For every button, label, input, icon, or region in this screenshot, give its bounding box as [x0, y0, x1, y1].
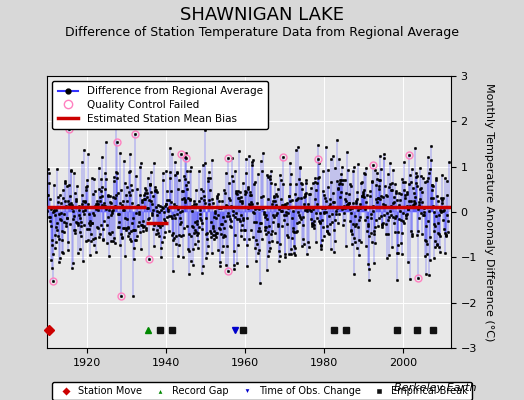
Legend: Station Move, Record Gap, Time of Obs. Change, Empirical Break: Station Move, Record Gap, Time of Obs. C…: [52, 382, 472, 400]
Text: Berkeley Earth: Berkeley Earth: [395, 383, 477, 393]
Y-axis label: Monthly Temperature Anomaly Difference (°C): Monthly Temperature Anomaly Difference (…: [484, 83, 494, 341]
Text: Difference of Station Temperature Data from Regional Average: Difference of Station Temperature Data f…: [65, 26, 459, 39]
Text: SHAWNIGAN LAKE: SHAWNIGAN LAKE: [180, 6, 344, 24]
